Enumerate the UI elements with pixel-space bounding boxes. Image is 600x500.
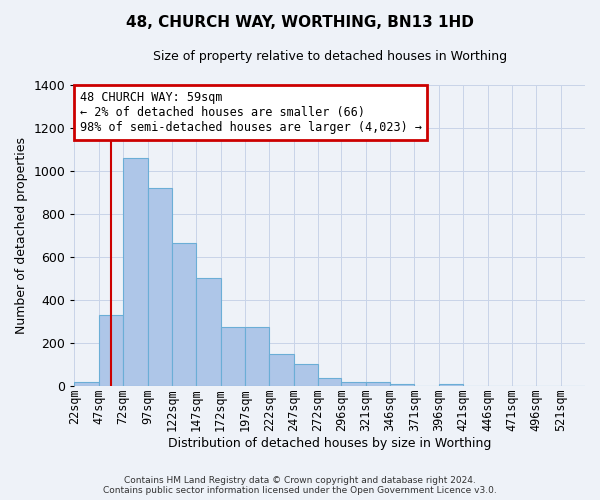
Bar	[196, 278, 221, 386]
Bar	[366, 382, 390, 386]
Text: Contains HM Land Registry data © Crown copyright and database right 2024.
Contai: Contains HM Land Registry data © Crown c…	[103, 476, 497, 495]
Bar	[318, 378, 341, 386]
Text: 48 CHURCH WAY: 59sqm
← 2% of detached houses are smaller (66)
98% of semi-detach: 48 CHURCH WAY: 59sqm ← 2% of detached ho…	[80, 91, 422, 134]
Bar	[123, 158, 148, 386]
Bar	[293, 364, 318, 386]
Y-axis label: Number of detached properties: Number of detached properties	[15, 137, 28, 334]
Bar	[148, 188, 172, 386]
Bar	[74, 382, 99, 386]
Bar	[172, 243, 196, 386]
Bar	[269, 354, 293, 386]
Bar	[99, 315, 123, 386]
Bar	[439, 384, 463, 386]
Title: Size of property relative to detached houses in Worthing: Size of property relative to detached ho…	[152, 50, 507, 63]
Bar	[221, 327, 245, 386]
Text: 48, CHURCH WAY, WORTHING, BN13 1HD: 48, CHURCH WAY, WORTHING, BN13 1HD	[126, 15, 474, 30]
Bar	[390, 384, 415, 386]
Bar	[341, 382, 366, 386]
X-axis label: Distribution of detached houses by size in Worthing: Distribution of detached houses by size …	[168, 437, 491, 450]
Bar	[245, 327, 269, 386]
